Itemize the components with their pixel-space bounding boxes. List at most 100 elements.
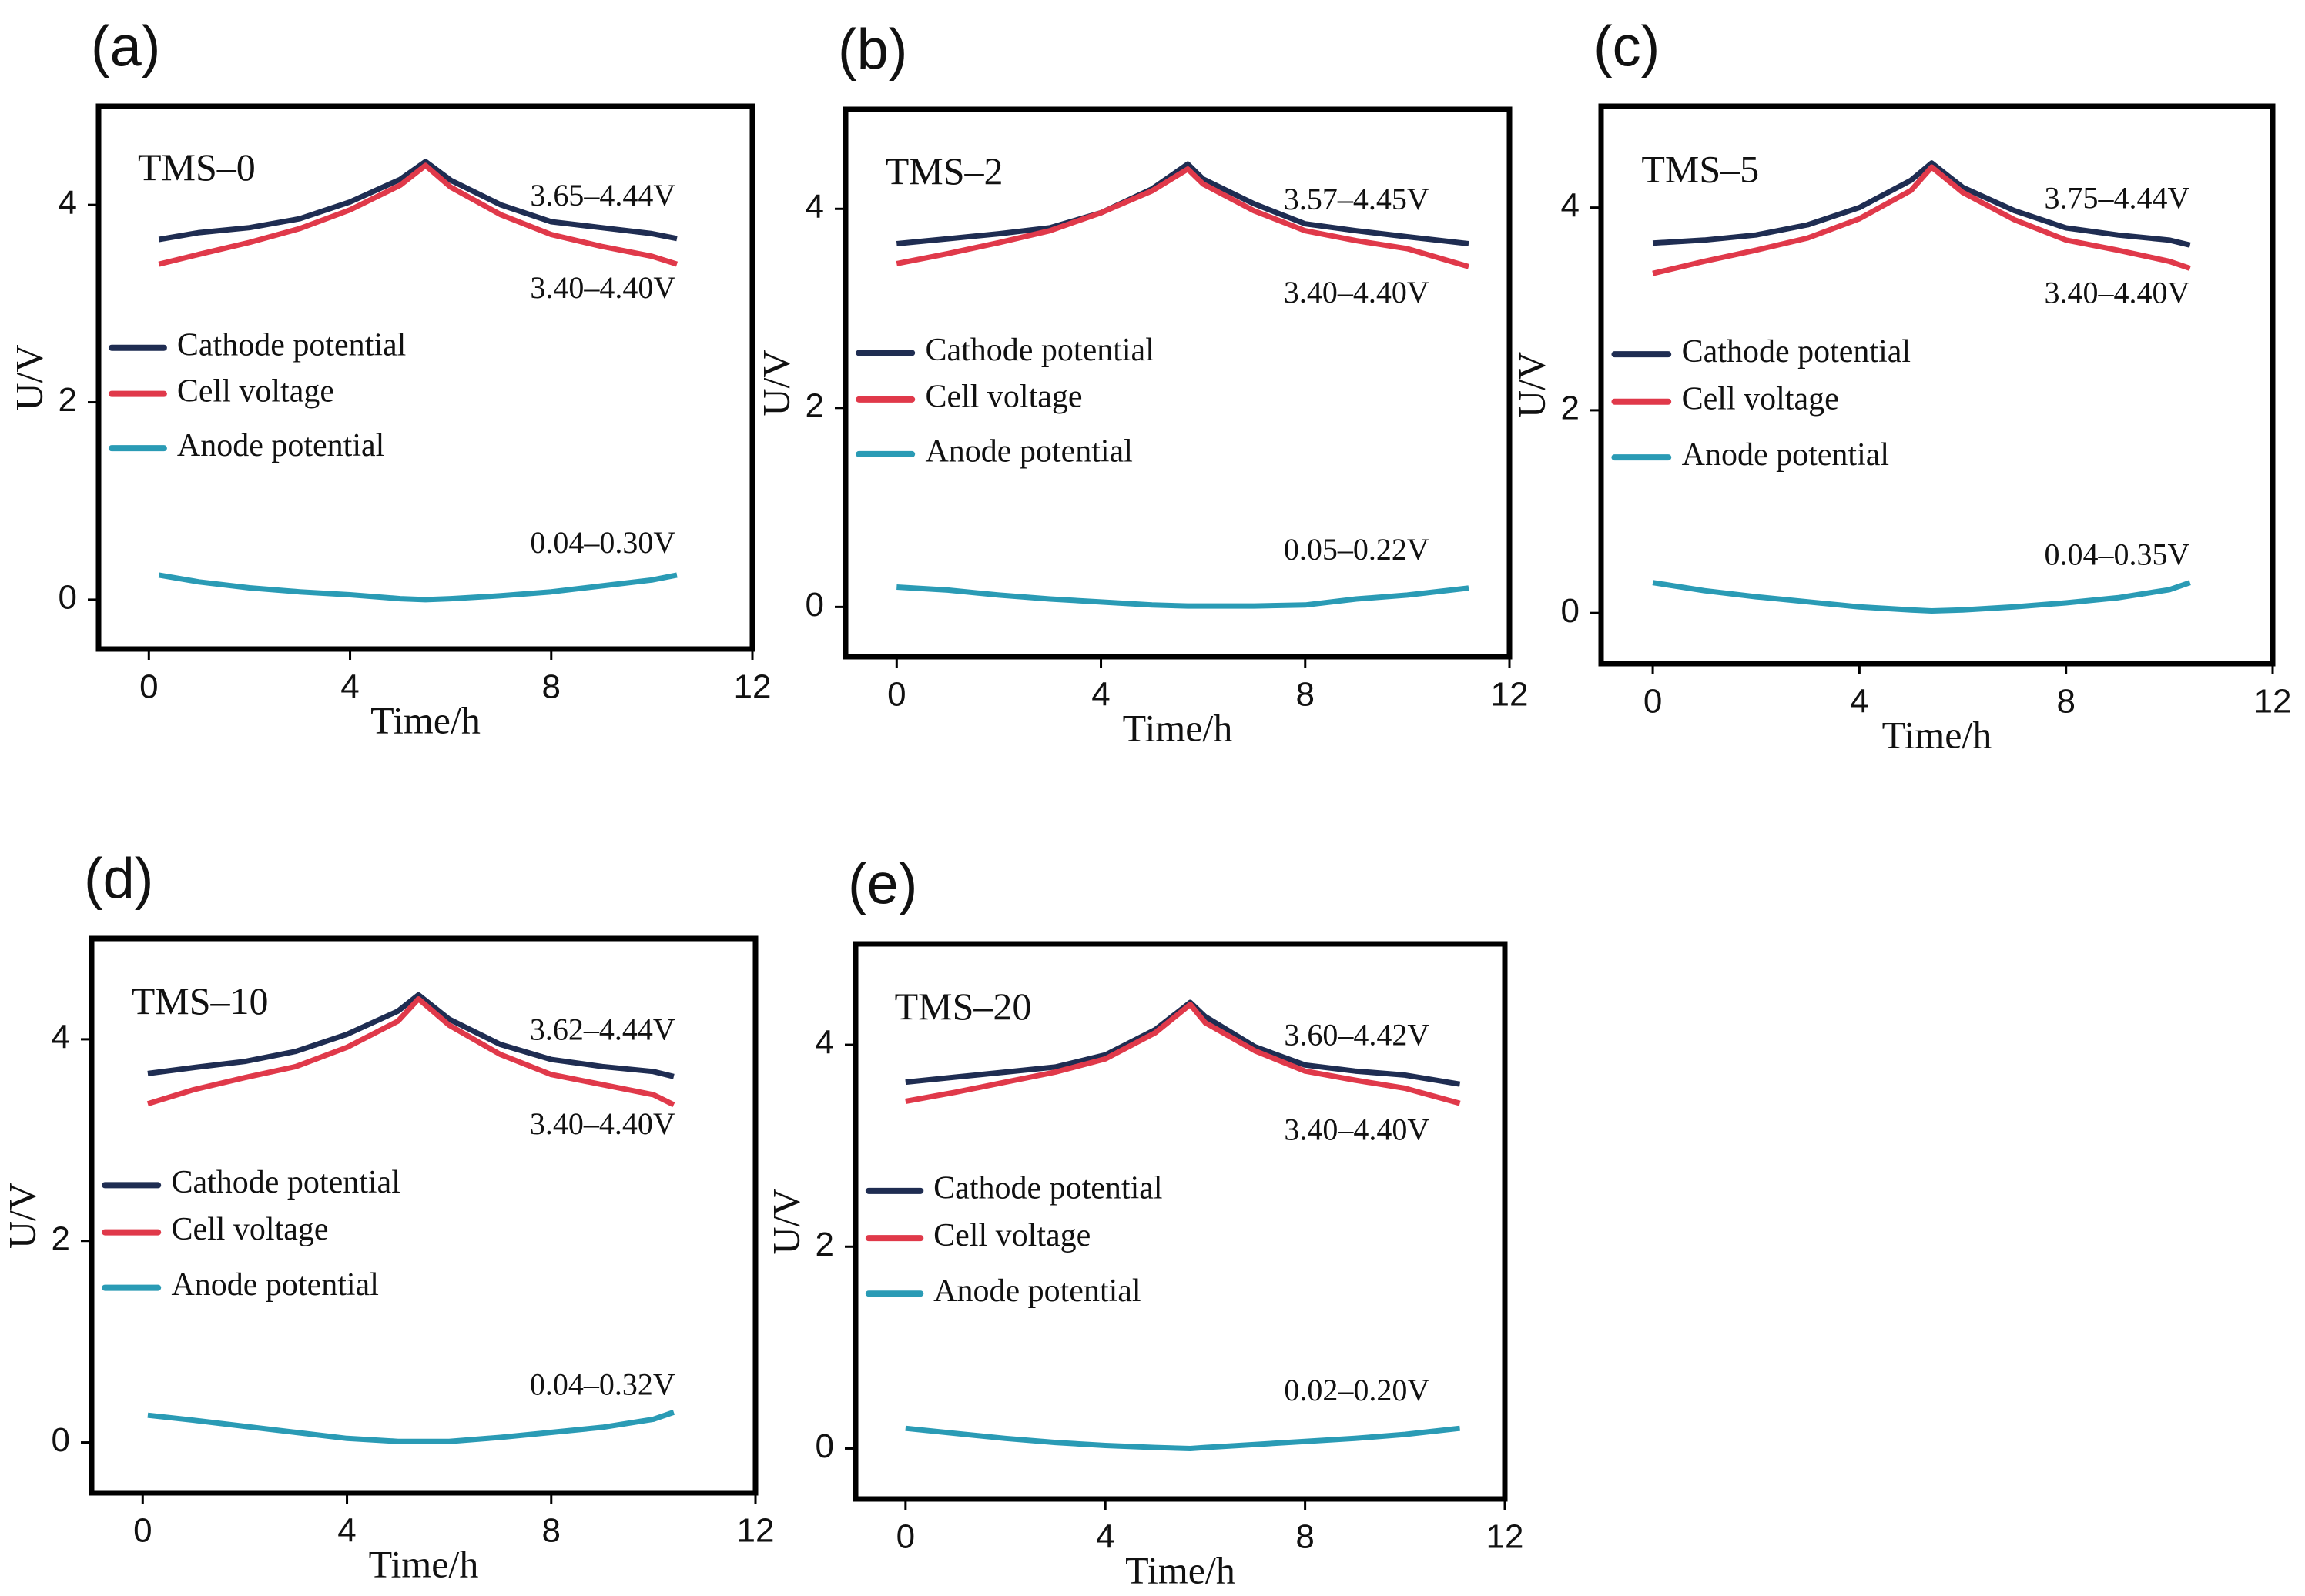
legend-label: Anode potential: [1682, 437, 1889, 473]
x-tick-label: 8: [1295, 1518, 1314, 1556]
data-line: [1652, 160, 2191, 248]
x-tick-label: 0: [1643, 683, 1662, 721]
y-tick-label: 4: [806, 188, 824, 226]
y-tick-label: 0: [1561, 592, 1580, 630]
x-axis-label: Time/h: [369, 1542, 479, 1585]
y-axis-label: U/V: [7, 344, 50, 410]
legend-label: Anode potential: [925, 434, 1132, 470]
range-annotation: 0.04–0.30V: [530, 525, 675, 560]
x-tick-label: 8: [542, 1512, 561, 1550]
legend-label: Cathode potential: [933, 1170, 1162, 1206]
legend-label: Cathode potential: [177, 327, 406, 363]
x-tick-label: 12: [734, 668, 772, 706]
x-tick-label: 0: [896, 1518, 915, 1556]
legend-label: Cell voltage: [171, 1212, 328, 1247]
x-tick-label: 0: [139, 668, 158, 706]
panel-label: (b): [838, 18, 907, 82]
panel-label: (d): [84, 847, 153, 911]
panel: (b) 0 4 8 12 0 2 4 Time/h U/V Cathode potential Cel…: [754, 18, 1528, 750]
data-line: [896, 166, 1469, 269]
y-tick-label: 0: [52, 1421, 70, 1459]
x-tick-label: 12: [737, 1512, 775, 1550]
data-line: [905, 1425, 1460, 1451]
plot-frame: [843, 106, 1513, 660]
panel-title: TMS–0: [138, 146, 256, 189]
data-line: [146, 996, 675, 1108]
range-annotation: 0.04–0.32V: [530, 1367, 675, 1401]
y-tick-label: 2: [806, 386, 824, 424]
x-axis-label: Time/h: [1882, 713, 1992, 756]
y-tick-label: 4: [816, 1024, 834, 1062]
panel-title: TMS–2: [886, 149, 1003, 192]
panel: (d) 0 4 8 12 0 2 4 Time/h U/V Cathode potential Cel…: [0, 847, 774, 1586]
data-line: [905, 1002, 1461, 1106]
x-tick-label: 0: [887, 676, 906, 714]
y-tick-label: 2: [52, 1220, 70, 1257]
x-tick-label: 4: [340, 668, 359, 706]
data-line: [147, 1409, 675, 1444]
data-line: [896, 161, 1469, 246]
range-annotation: 3.40–4.40V: [1284, 1112, 1429, 1146]
range-annotation: 3.65–4.44V: [530, 178, 675, 212]
panel-title: TMS–10: [132, 979, 269, 1022]
y-axis-label: U/V: [754, 350, 797, 416]
range-annotation: 0.02–0.20V: [1284, 1373, 1429, 1407]
range-annotation: 3.60–4.42V: [1284, 1018, 1429, 1052]
x-tick-label: 12: [1491, 676, 1529, 714]
x-tick-label: 4: [337, 1512, 356, 1550]
y-tick-label: 0: [806, 586, 824, 624]
panel-label: (e): [848, 852, 917, 916]
panel: (c) 0 4 8 12 0 2 4 Time/h U/V Cathode potential Cel…: [1509, 15, 2291, 757]
y-tick-label: 0: [59, 579, 77, 617]
legend-label: Anode potential: [171, 1267, 378, 1303]
x-tick-label: 0: [133, 1512, 152, 1550]
plot-frame: [853, 941, 1508, 1502]
x-tick-label: 4: [1091, 676, 1110, 714]
data-line: [158, 572, 678, 603]
plot-frame: [95, 103, 755, 652]
legend-label: Anode potential: [177, 428, 384, 463]
range-annotation: 3.40–4.40V: [530, 1106, 675, 1141]
legend-label: Cell voltage: [925, 379, 1082, 414]
panel-title: TMS–5: [1641, 147, 1759, 190]
x-axis-label: Time/h: [1125, 1548, 1235, 1591]
panel-label: (a): [91, 15, 160, 79]
x-tick-label: 4: [1096, 1518, 1114, 1556]
legend-label: Cathode potential: [925, 333, 1154, 368]
range-annotation: 3.75–4.44V: [2045, 180, 2190, 215]
y-axis-label: U/V: [764, 1188, 807, 1254]
data-line: [1652, 164, 2191, 276]
x-tick-label: 8: [2056, 683, 2075, 721]
y-axis-label: U/V: [0, 1183, 43, 1249]
panel-label: (c): [1593, 15, 1660, 79]
range-annotation: 3.40–4.40V: [1284, 275, 1429, 309]
x-tick-label: 4: [1850, 683, 1868, 721]
legend-label: Cathode potential: [171, 1165, 400, 1200]
legend-label: Cell voltage: [177, 373, 334, 409]
range-annotation: 3.40–4.40V: [2045, 275, 2190, 309]
x-tick-label: 12: [1486, 1518, 1524, 1556]
data-line: [1652, 580, 2191, 614]
x-tick-label: 8: [1296, 676, 1315, 714]
plot-frame: [1598, 103, 2276, 667]
y-axis-label: U/V: [1509, 352, 1553, 418]
panel: (a) 0 4 8 12 0 2 4 Time/h U/V Cathode potential Cel…: [7, 15, 771, 742]
legend-label: Cell voltage: [1682, 381, 1839, 417]
legend-label: Anode potential: [933, 1273, 1141, 1309]
panel: (e) 0 4 8 12 0 2 4 Time/h U/V Cathode potential Cel…: [764, 852, 1523, 1592]
panel-title: TMS–20: [895, 985, 1032, 1028]
data-line: [147, 992, 675, 1079]
legend-label: Cell voltage: [933, 1218, 1091, 1253]
y-tick-label: 2: [816, 1226, 834, 1263]
x-tick-label: 8: [542, 668, 561, 706]
y-tick-label: 4: [59, 184, 77, 222]
range-annotation: 0.05–0.22V: [1284, 532, 1429, 567]
plot-frame: [89, 935, 759, 1496]
x-axis-label: Time/h: [1123, 706, 1233, 749]
data-line: [158, 162, 678, 267]
range-annotation: 3.40–4.40V: [530, 270, 675, 305]
y-tick-label: 2: [59, 381, 77, 419]
x-tick-label: 12: [2254, 683, 2292, 721]
